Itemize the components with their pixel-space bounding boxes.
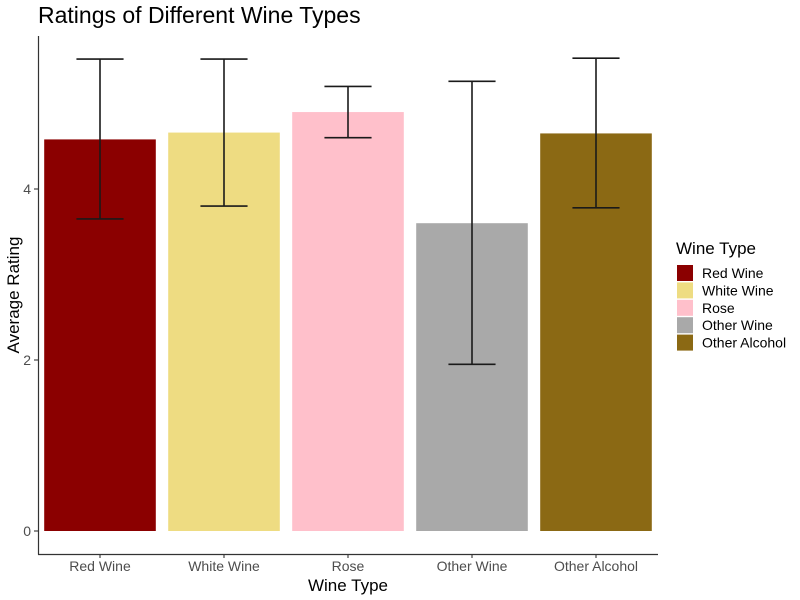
chart-title: Ratings of Different Wine Types	[38, 2, 361, 28]
legend-label: Other Wine	[702, 317, 773, 333]
error-bars-group	[76, 57, 620, 366]
error-bar-rose	[324, 85, 372, 139]
legend-swatch	[677, 265, 693, 281]
legend-swatch	[677, 299, 693, 316]
legend-swatch	[677, 317, 693, 334]
legend-label: Red Wine	[702, 265, 764, 281]
legend-label: White Wine	[702, 282, 774, 298]
y-tick-label: 4	[23, 181, 31, 197]
legend-entry-other-wine: Other Wine	[677, 317, 773, 334]
error-bar-white-wine	[200, 58, 248, 207]
x-tick-label: Red Wine	[69, 558, 131, 574]
legend-entry-white-wine: White Wine	[677, 282, 774, 299]
legend-entry-other-alcohol: Other Alcohol	[677, 334, 786, 351]
legend-label: Other Alcohol	[702, 335, 786, 351]
x-ticks-group: Red Wine White Wine Rose Other Wine Other Al…	[69, 554, 638, 574]
error-bar-other-alcohol	[572, 57, 620, 209]
bars-group	[44, 112, 652, 532]
bar-rose	[292, 112, 404, 532]
legend-swatch	[677, 282, 693, 299]
legend-entry-rose: Rose	[677, 299, 735, 316]
error-bar-other-wine	[448, 80, 496, 366]
error-bar-red-wine	[76, 58, 124, 220]
y-axis-title: Average Rating	[4, 237, 23, 354]
legend-entry-red-wine: Red Wine	[677, 265, 764, 281]
y-ticks-group: 0 2 4	[23, 181, 38, 539]
y-tick-label: 0	[23, 523, 31, 539]
y-tick-label: 2	[23, 352, 31, 368]
x-tick-label: Rose	[332, 558, 365, 574]
legend-swatch	[677, 334, 693, 351]
x-tick-label: White Wine	[188, 558, 260, 574]
legend-label: Rose	[702, 300, 735, 316]
legend-title: Wine Type	[676, 239, 756, 258]
x-axis-title: Wine Type	[308, 576, 388, 595]
x-tick-label: Other Wine	[437, 558, 508, 574]
x-tick-label: Other Alcohol	[554, 558, 638, 574]
